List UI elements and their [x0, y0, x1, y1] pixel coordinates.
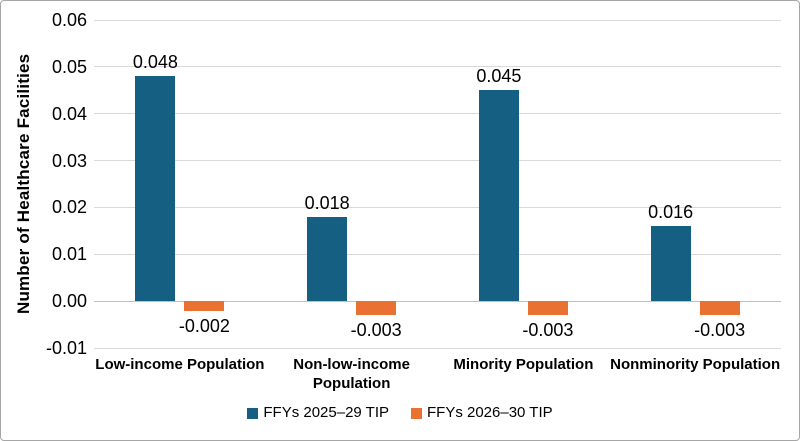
gridline	[94, 113, 781, 115]
bar-series-2-category-3	[527, 301, 568, 316]
gridline	[94, 66, 781, 68]
gridline	[94, 206, 781, 208]
y-tick-label: -0.01	[45, 338, 87, 358]
data-label: -0.003	[694, 320, 746, 341]
gridline	[94, 160, 781, 162]
category-label: Nonminority Population	[610, 356, 781, 373]
bar-series-1-category-2	[307, 216, 348, 302]
data-label: -0.002	[178, 315, 230, 336]
data-label: 0.048	[132, 52, 178, 73]
gridline	[94, 253, 781, 255]
legend-label: FFYs 2025–29 TIP	[263, 404, 389, 421]
y-tick-label: 0.00	[51, 291, 87, 312]
data-label: -0.003	[350, 320, 402, 341]
y-tick-label: 0.01	[51, 244, 87, 265]
legend-swatch-icon	[411, 407, 422, 419]
legend-item: FFYs 2026–30 TIP	[411, 404, 553, 422]
legend-swatch-icon	[247, 407, 259, 419]
y-tick-label: 0.05	[51, 56, 87, 77]
data-label: -0.003	[522, 320, 574, 341]
bar-series-2-category-4	[699, 301, 740, 316]
zero-axis-line	[94, 300, 781, 302]
y-tick-label: 0.02	[51, 197, 87, 218]
chart-legend: FFYs 2025–29 TIP FFYs 2026–30 TIP	[1, 404, 799, 422]
bar-series-2-category-1	[184, 301, 225, 311]
y-tick-label: 0.03	[51, 150, 87, 171]
gridline	[94, 347, 781, 349]
data-label: 0.018	[304, 192, 350, 213]
data-label: 0.016	[648, 202, 694, 223]
y-tick-label: 0.06	[51, 10, 87, 30]
legend-label: FFYs 2026–30 TIP	[427, 404, 553, 421]
x-axis-category-labels: Low-income Population Non-low-income Popu…	[94, 355, 781, 393]
bar-series-1-category-4	[650, 226, 691, 302]
bar-series-2-category-2	[356, 301, 397, 316]
category-label: Low-income Population	[95, 356, 265, 373]
y-axis-tick-labels: 0.06 0.05 0.04 0.03 0.02 0.01 0.00 -0.01	[1, 10, 87, 358]
data-label: 0.045	[476, 66, 522, 87]
category-label: Non-low-income Population	[293, 356, 410, 392]
bar-series-1-category-3	[478, 90, 519, 302]
bar-series-1-category-1	[135, 76, 176, 302]
plot-area: 0.048 0.018 0.045 0.016 -0.002 -0.003 -0.003 -0…	[94, 19, 781, 349]
gridline	[94, 19, 781, 21]
category-label: Minority Population	[453, 356, 594, 373]
y-tick-label: 0.04	[51, 103, 87, 124]
legend-item: FFYs 2025–29 TIP	[247, 404, 389, 422]
